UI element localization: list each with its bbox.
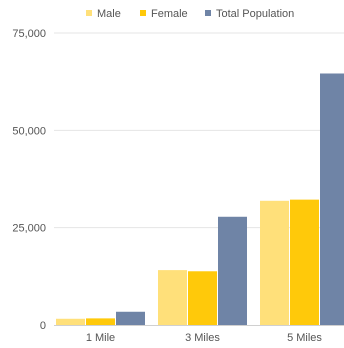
bars [56,73,344,326]
y-tick-label: 75,000 [12,28,46,40]
legend-swatch [205,10,211,16]
x-axis: 1 Mile 3 Miles 5 Miles [54,325,344,344]
legend-item-female: Female [140,8,188,20]
bar-total-population-1-mile [116,311,145,325]
legend-swatch [140,10,146,16]
x-tick-label: 5 Miles [287,332,322,343]
bar-male-3-miles [158,270,187,325]
legend: Male Female Total Population [86,8,294,20]
y-tick-label: 50,000 [12,125,46,137]
gridlines [54,32,344,229]
x-tick-label: 1 Mile [86,332,115,343]
legend-swatch [86,10,92,16]
y-tick-label: 25,000 [12,223,46,235]
bar-female-1-mile [86,318,115,325]
y-tick-label: 0 [40,320,46,332]
bar-female-5-miles [290,199,319,325]
legend-label: Female [151,8,188,20]
bar-male-1-mile [56,318,85,325]
legend-item-male: Male [86,8,121,20]
legend-label: Total Population [216,8,294,20]
legend-item-total-population: Total Population [205,8,294,20]
bar-total-population-5-miles [320,73,344,326]
x-tick-label: 3 Miles [185,332,220,343]
bar-total-population-3-miles [218,216,247,325]
bar-female-3-miles [188,271,217,325]
y-axis: 0 25,000 50,000 75,000 [12,28,46,332]
legend-label: Male [97,8,121,20]
bar-male-5-miles [260,200,289,325]
